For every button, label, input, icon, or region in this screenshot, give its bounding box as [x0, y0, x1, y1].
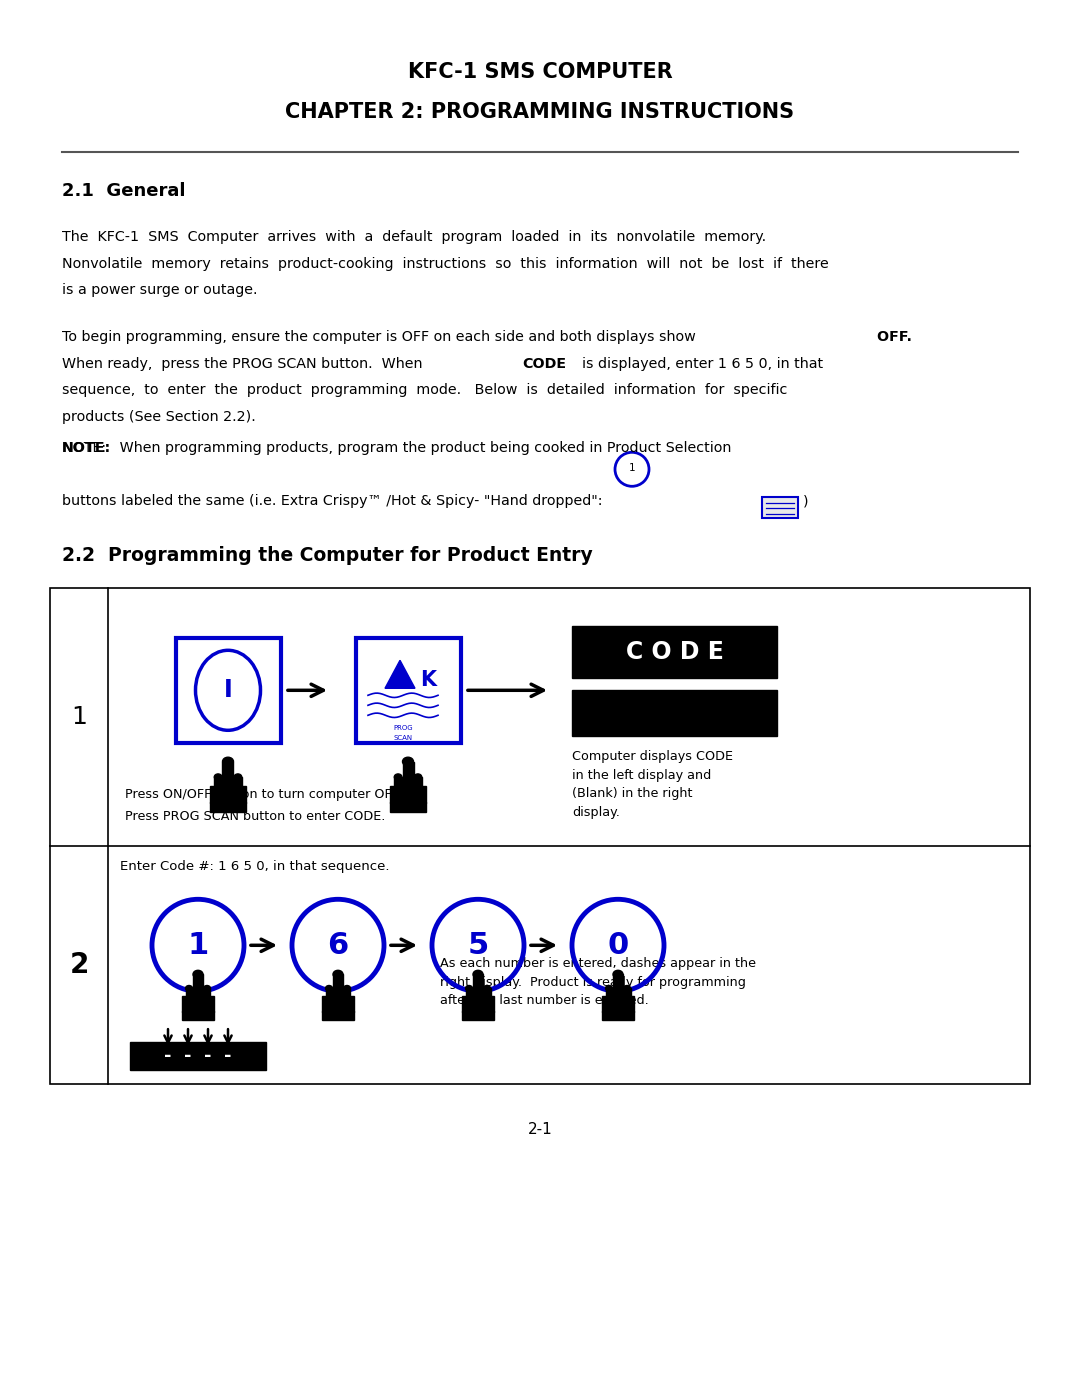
Text: 2: 2 — [69, 951, 89, 979]
Text: K: K — [420, 671, 436, 690]
Bar — [325, 988, 333, 996]
Text: 0: 0 — [607, 930, 629, 960]
Ellipse shape — [234, 774, 242, 780]
Bar — [606, 996, 630, 1009]
Bar — [403, 761, 414, 785]
Bar — [50, 588, 1030, 1084]
Ellipse shape — [325, 985, 333, 990]
Text: NOTE:: NOTE: — [62, 441, 111, 455]
Bar — [333, 974, 343, 996]
Text: I: I — [224, 679, 232, 703]
Text: Press ON/OFF button to turn computer OFF.: Press ON/OFF button to turn computer OFF… — [125, 788, 401, 802]
Bar — [462, 1010, 494, 1020]
Bar — [613, 974, 623, 996]
Ellipse shape — [343, 985, 351, 990]
Bar — [186, 988, 192, 996]
Text: SCAN: SCAN — [393, 735, 413, 742]
Ellipse shape — [193, 971, 203, 978]
Text: -  -  -  -: - - - - — [164, 1048, 232, 1066]
Text: sequence,  to  enter  the  product  programming  mode.   Below  is  detailed  in: sequence, to enter the product programmi… — [62, 383, 787, 397]
Bar — [175, 638, 281, 743]
Ellipse shape — [606, 985, 612, 990]
Text: As each number is entered, dashes appear in the
right display.  Product is ready: As each number is entered, dashes appear… — [440, 957, 756, 1007]
Bar — [572, 626, 777, 679]
Bar — [390, 785, 426, 803]
Bar — [623, 988, 631, 996]
Text: is displayed, enter 1 6 5 0, in that: is displayed, enter 1 6 5 0, in that — [582, 356, 823, 370]
Text: CHAPTER 2: PROGRAMMING INSTRUCTIONS: CHAPTER 2: PROGRAMMING INSTRUCTIONS — [285, 102, 795, 122]
Bar — [183, 1010, 214, 1020]
Text: Computer displays CODE
in the left display and
(Blank) in the right
display.: Computer displays CODE in the left displ… — [572, 750, 733, 819]
Ellipse shape — [333, 971, 343, 978]
Bar — [322, 1010, 354, 1020]
Bar — [394, 777, 402, 785]
Text: is a power surge or outage.: is a power surge or outage. — [62, 284, 257, 298]
Bar — [322, 996, 354, 1013]
Ellipse shape — [203, 985, 211, 990]
Text: C O D E: C O D E — [625, 640, 724, 665]
Text: Press PROG SCAN button to enter CODE.: Press PROG SCAN button to enter CODE. — [125, 810, 386, 823]
Bar — [484, 988, 490, 996]
Ellipse shape — [214, 774, 222, 780]
Bar — [762, 497, 798, 518]
Text: CODE: CODE — [522, 356, 566, 370]
Bar — [390, 802, 426, 812]
Bar — [602, 1010, 634, 1020]
Ellipse shape — [222, 757, 233, 766]
Text: products (See Section 2.2).: products (See Section 2.2). — [62, 409, 256, 423]
Bar — [215, 782, 241, 798]
Text: KFC-1 SMS COMPUTER: KFC-1 SMS COMPUTER — [407, 61, 673, 82]
Bar — [211, 802, 245, 812]
Ellipse shape — [403, 757, 414, 766]
Text: 2-1: 2-1 — [528, 1122, 552, 1137]
Bar — [395, 782, 421, 798]
Bar — [343, 988, 351, 996]
Bar — [193, 974, 203, 996]
Text: Nonvolatile  memory  retains  product-cooking  instructions  so  this  informati: Nonvolatile memory retains product-cooki… — [62, 257, 828, 271]
Text: To begin programming, ensure the computer is OFF on each side and both displays : To begin programming, ensure the compute… — [62, 330, 696, 344]
Bar — [602, 996, 634, 1013]
Bar — [606, 988, 612, 996]
Text: OFF.: OFF. — [872, 330, 912, 344]
Ellipse shape — [186, 985, 192, 990]
Polygon shape — [384, 661, 415, 689]
Bar — [465, 988, 473, 996]
Text: ): ) — [804, 495, 809, 509]
Text: Enter Code #: 1 6 5 0, in that sequence.: Enter Code #: 1 6 5 0, in that sequence. — [120, 861, 390, 873]
Bar — [183, 996, 214, 1013]
Bar — [186, 996, 210, 1009]
Ellipse shape — [465, 985, 473, 990]
Bar — [130, 1042, 266, 1070]
Ellipse shape — [394, 774, 402, 780]
Ellipse shape — [414, 774, 422, 780]
Text: 1: 1 — [187, 930, 208, 960]
Text: 2.2  Programming the Computer for Product Entry: 2.2 Programming the Computer for Product… — [62, 546, 593, 566]
Ellipse shape — [613, 971, 623, 978]
Bar — [572, 690, 777, 736]
Bar — [203, 988, 211, 996]
Bar — [222, 761, 233, 785]
Bar — [473, 974, 483, 996]
Bar — [211, 785, 245, 803]
Ellipse shape — [623, 985, 631, 990]
Text: PROG: PROG — [393, 725, 413, 731]
Bar — [326, 996, 350, 1009]
Bar — [355, 638, 460, 743]
Bar — [414, 777, 422, 785]
Text: 1: 1 — [71, 705, 86, 729]
Text: 6: 6 — [327, 930, 349, 960]
Text: 2.1  General: 2.1 General — [62, 182, 186, 200]
Bar — [465, 996, 490, 1009]
Text: NOTE:   When programming products, program the product being cooked in Product S: NOTE: When programming products, program… — [62, 441, 731, 455]
Bar — [214, 777, 222, 785]
Ellipse shape — [473, 971, 483, 978]
Text: When ready,  press the PROG SCAN button.  When: When ready, press the PROG SCAN button. … — [62, 356, 422, 370]
Bar — [462, 996, 494, 1013]
Text: buttons labeled the same (i.e. Extra Crispy™ /Hot & Spicy- "Hand dropped":: buttons labeled the same (i.e. Extra Cri… — [62, 495, 603, 509]
Ellipse shape — [484, 985, 490, 990]
Text: 5: 5 — [468, 930, 488, 960]
Bar — [234, 777, 242, 785]
Text: 1: 1 — [629, 464, 635, 474]
Text: The  KFC-1  SMS  Computer  arrives  with  a  default  program  loaded  in  its  : The KFC-1 SMS Computer arrives with a de… — [62, 231, 766, 244]
